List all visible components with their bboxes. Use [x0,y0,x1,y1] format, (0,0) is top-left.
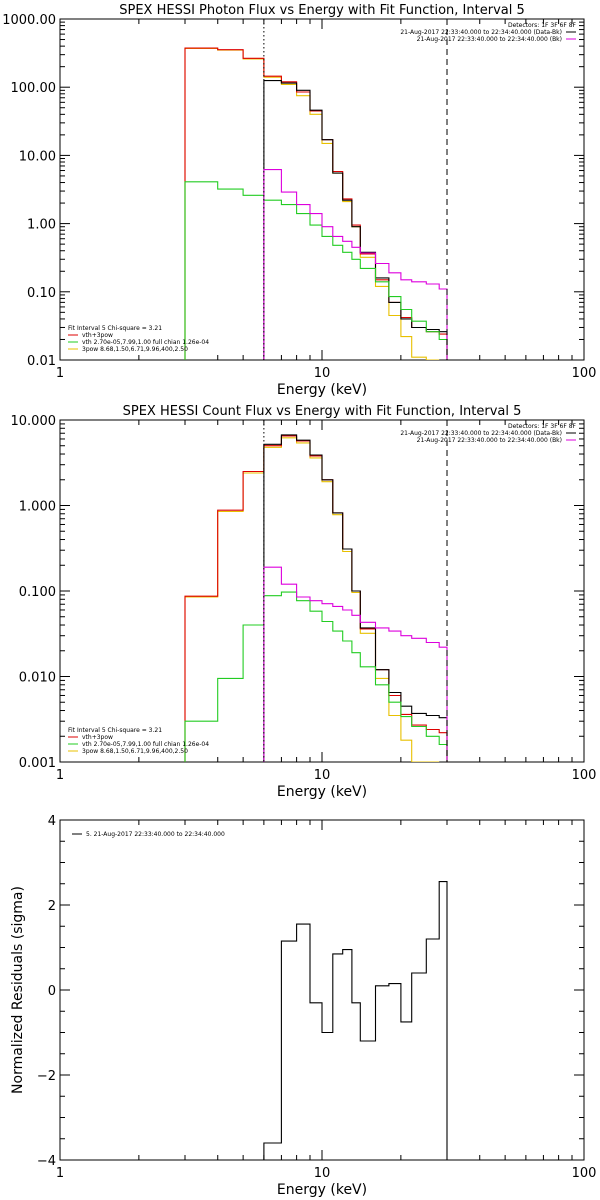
legend-header: Fit Interval 5 Chi-square = 3.21 [68,727,162,734]
x-tick-label: 100 [572,366,597,381]
series-group [184,47,448,360]
y-tick-label: 0.010 [19,671,56,686]
legend-header: Fit Interval 5 Chi-square = 3.21 [68,325,162,332]
x-axis: 1 10 100 [56,420,597,783]
chart-panel-1: SPEX HESSI Photon Flux vs Energy with Fi… [2,3,596,398]
x-tick-label: 10 [314,366,331,381]
y-tick-label: 0.10 [27,286,56,301]
series-green-histogram [184,591,448,762]
x-tick-label: 10 [314,768,331,783]
series-green-histogram [184,181,448,360]
x-tick-label: 100 [572,768,597,783]
y-tick-label: 10.000 [11,414,57,429]
x-axis: 1 10 100 [56,19,597,381]
y-tick-label: 0.001 [19,756,56,771]
y-tick-label: −2 [37,1069,56,1084]
y-tick-label: 2 [48,899,56,914]
plot-frame [59,819,585,1161]
y-axis: 0.001 0.010 0.100 1.000 10.000 [11,414,584,771]
y-tick-label: 10.00 [19,149,56,164]
series-black-histogram [263,434,448,762]
legend-entry: 21-Aug-2017 22:33:40.000 to 22:34:40.000… [417,437,562,444]
x-axis-label: Energy (keV) [277,784,367,800]
series-group [184,434,448,762]
legend-entry: 5. 21-Aug-2017 22:33:40.000 to 22:34:40.… [86,831,225,838]
legend-entry: 21-Aug-2017 22:33:40.000 to 22:34:40.000… [417,36,562,43]
series-group [263,881,448,1160]
y-axis-label: Normalized Residuals (sigma) [10,886,26,1094]
legend-entry: 21-Aug-2017 22:33:40.000 to 22:34:40.000… [400,430,562,437]
y-axis: −4 −2 0 2 4 [37,814,584,1169]
y-tick-label: 0 [48,984,56,999]
y-tick-label: 0.01 [27,354,56,369]
series-black-histogram [263,881,448,1160]
x-axis-label: Energy (keV) [277,382,367,398]
legend-entry: vth+3pow [82,734,113,741]
legend-header: Detectors: 1F 3F 6F 8F [508,423,577,430]
legend-top-left: 5. 21-Aug-2017 22:33:40.000 to 22:34:40.… [72,831,225,838]
legend-header: Detectors: 1F 3F 6F 8F [508,22,577,29]
legend-entry: 3pow 8.68,1.50,6.71,9.96,400,2.50 [82,346,188,353]
legend-entry: vth 2.70e-05,7.99,1.00 full chian 1.26e-… [82,741,209,748]
series-magenta-histogram [263,566,448,762]
x-axis: 1 10 100 [56,820,597,1181]
chart-title: SPEX HESSI Count Flux vs Energy with Fit… [123,404,522,419]
series-red-histogram [184,47,448,360]
y-tick-label: 1000.00 [2,13,56,28]
chart-panel-3: 1 10 100 Energy (keV) −4 −2 0 2 4 Normalized Resi… [10,814,596,1198]
series-red-histogram [184,435,448,762]
series-black-histogram [263,80,448,360]
legend-entry: vth 2.70e-05,7.99,1.00 full chian 1.26e-… [82,339,209,346]
x-tick-label: 1 [56,366,64,381]
y-tick-label: 4 [48,814,56,829]
y-tick-label: 100.00 [11,81,57,96]
legend-entry: 3pow 8.68,1.50,6.71,9.96,400,2.50 [82,748,188,755]
x-tick-label: 10 [314,1166,331,1181]
x-tick-label: 1 [56,768,64,783]
legend-bottom-left: Fit Interval 5 Chi-square = 3.21vth+3pow… [68,727,209,755]
chart-title: SPEX HESSI Photon Flux vs Energy with Fi… [119,3,525,18]
y-tick-label: −4 [37,1154,56,1169]
x-tick-label: 100 [572,1166,597,1181]
x-tick-label: 1 [56,1166,64,1181]
y-axis: 0.01 0.10 1.00 10.00 100.00 1000.00 [2,13,584,369]
x-axis-label: Energy (keV) [277,1182,367,1198]
plot-frame [59,18,585,361]
legend-entry: 21-Aug-2017 22:33:40.000 to 22:34:40.000… [400,29,562,36]
y-tick-label: 1.00 [27,218,56,233]
legend-bottom-left: Fit Interval 5 Chi-square = 3.21vth+3pow… [68,325,209,353]
y-tick-label: 0.100 [19,585,56,600]
legend-entry: vth+3pow [82,332,113,339]
series-magenta-histogram [263,169,448,360]
chart-panel-2: SPEX HESSI Count Flux vs Energy with Fit… [11,404,597,800]
y-tick-label: 1.000 [19,500,56,515]
